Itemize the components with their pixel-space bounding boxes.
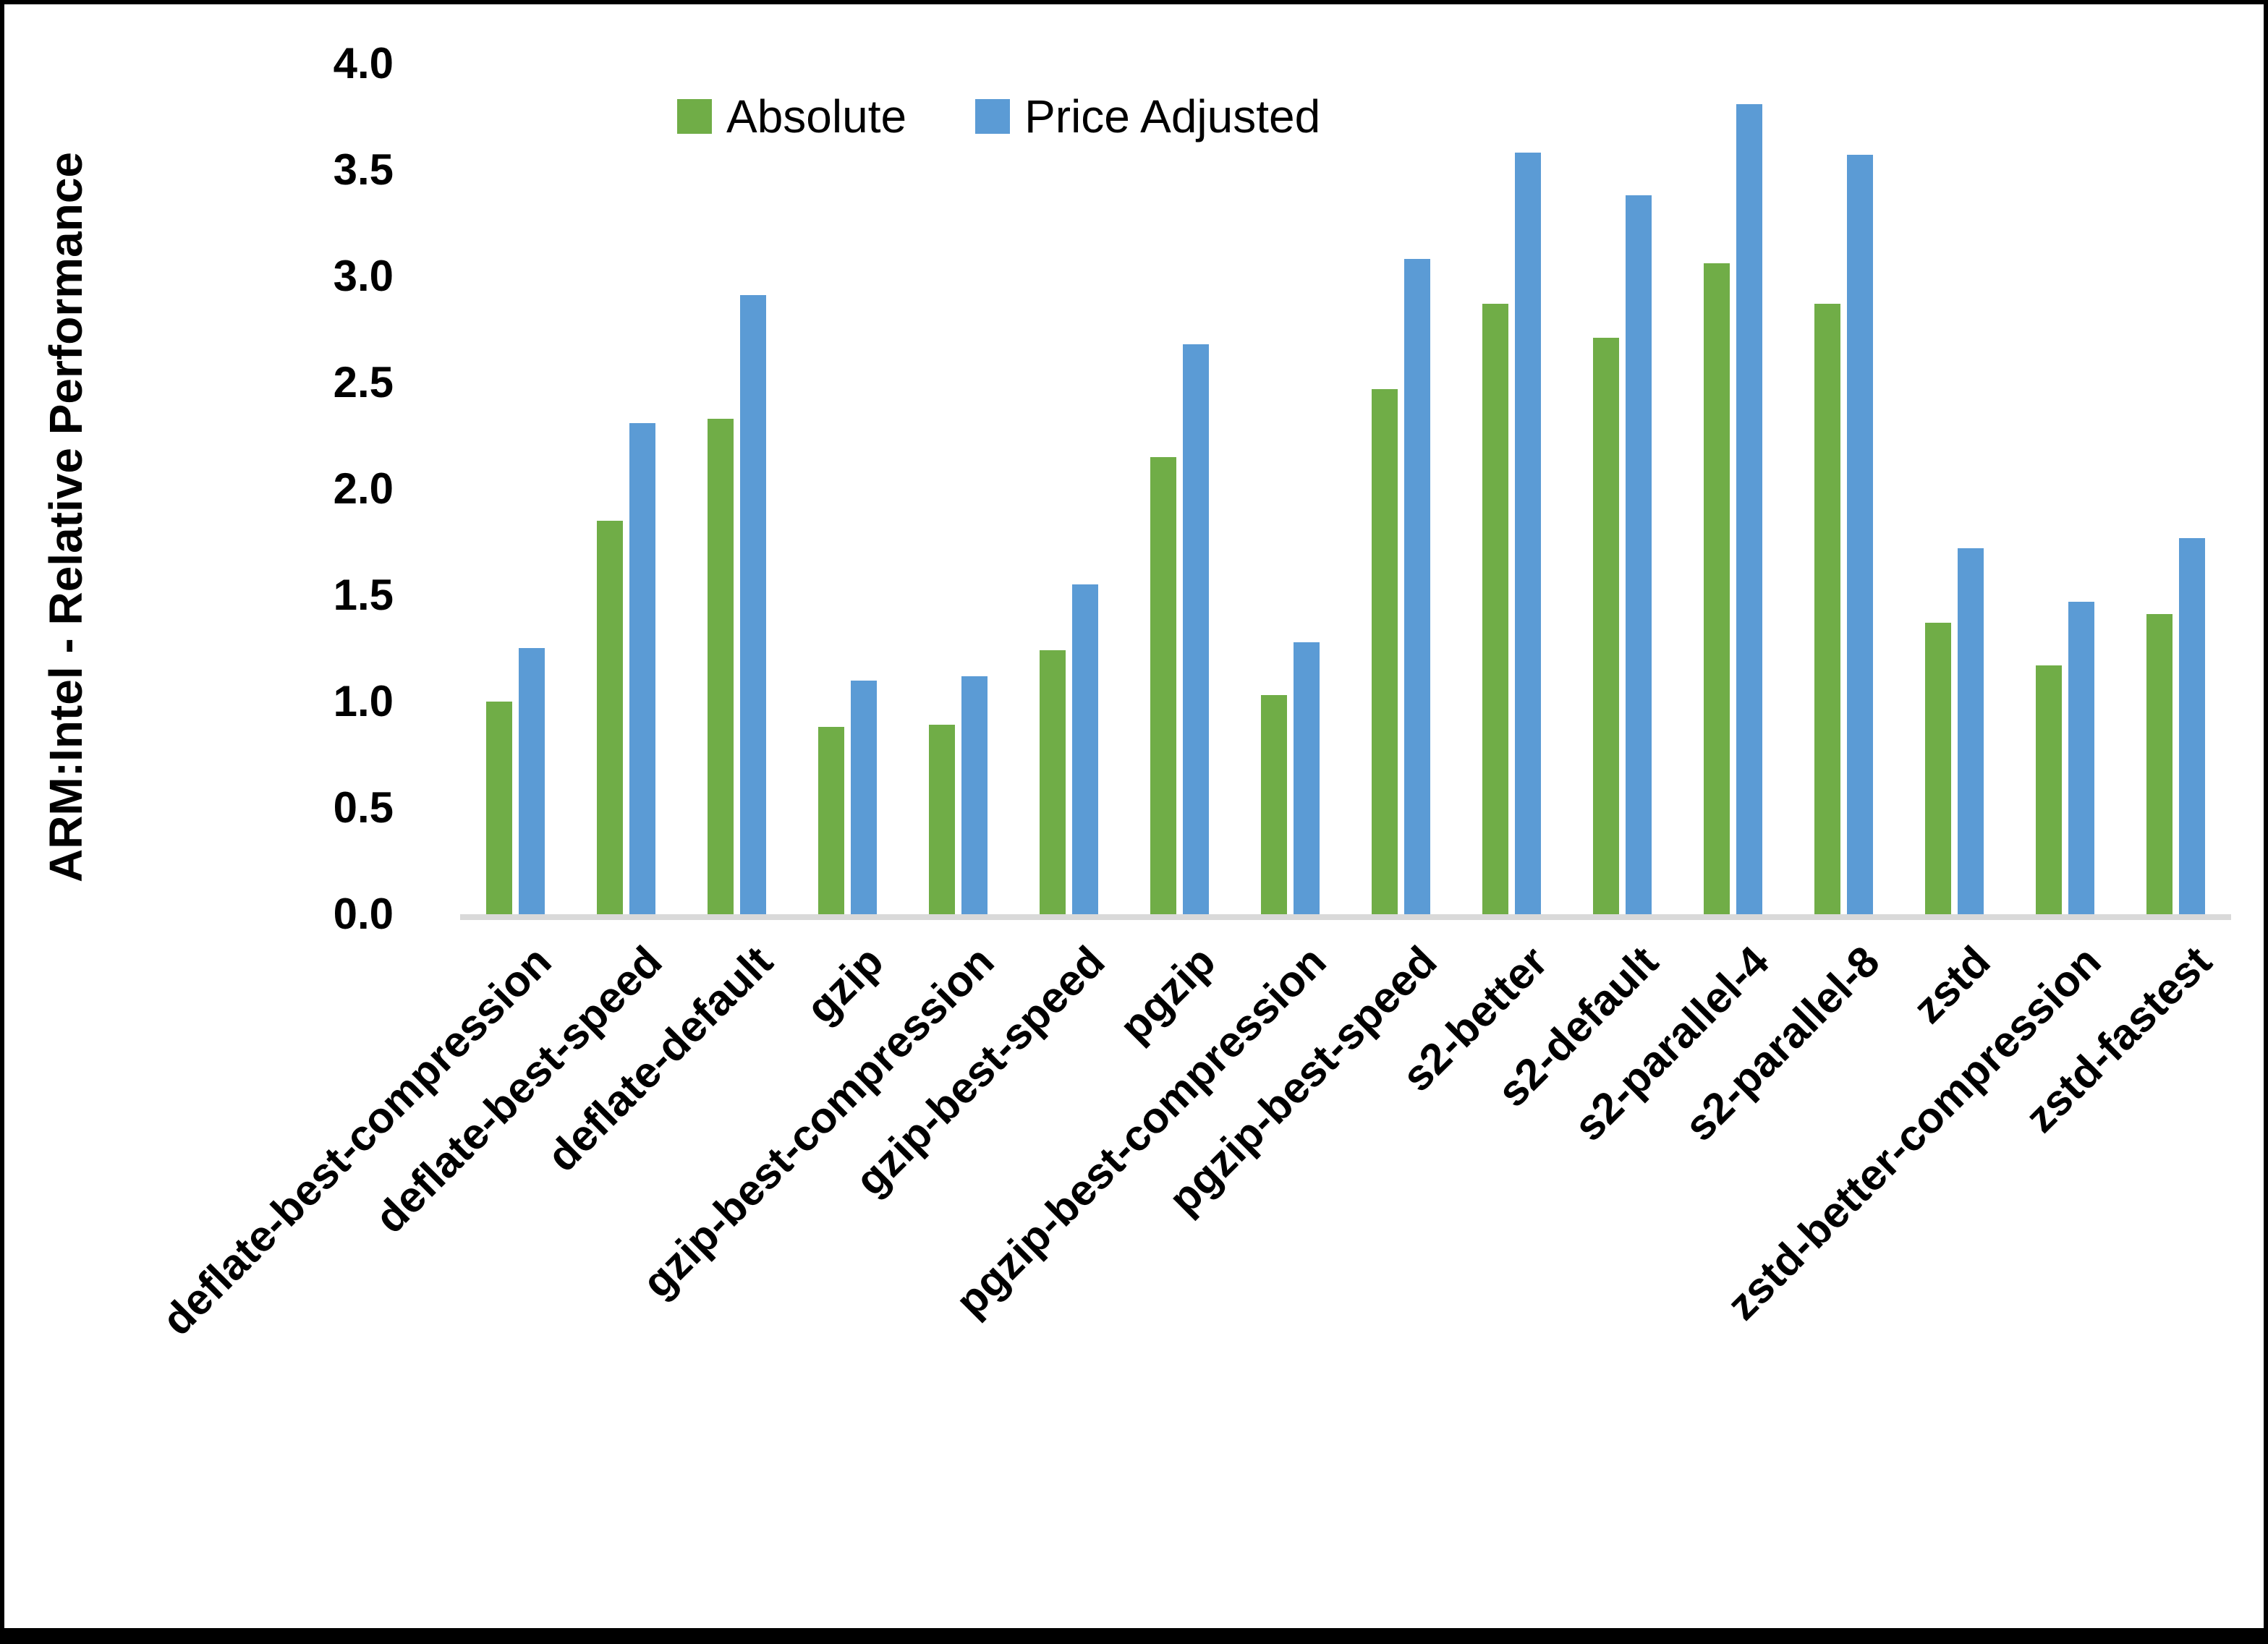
bar-group-gzip <box>792 64 903 914</box>
bar-s2-parallel-4-price-adjusted <box>1736 104 1762 914</box>
bar-group-s2-default <box>1567 64 1678 914</box>
bar-gzip-best-compression-price-adjusted <box>961 676 988 914</box>
bar-group-zstd-fastest <box>2120 64 2231 914</box>
x-axis-label-pgzip-best-compression: pgzip-best-compression <box>946 937 1335 1326</box>
bar-group-deflate-default <box>681 64 792 914</box>
bar-pgzip-best-speed-price-adjusted <box>1404 259 1430 914</box>
bar-deflate-best-compression-price-adjusted <box>519 648 545 914</box>
x-axis-label-gzip: gzip <box>797 937 893 1033</box>
legend-swatch-icon <box>677 99 712 134</box>
legend-label: Price Adjusted <box>1024 90 1321 142</box>
x-axis-label-s2-default: s2-default <box>1487 937 1668 1117</box>
bar-zstd-fastest-price-adjusted <box>2179 538 2205 914</box>
bar-deflate-default-price-adjusted <box>740 295 766 914</box>
x-axis-label-zstd-fastest: zstd-fastest <box>2016 937 2221 1142</box>
bar-pgzip-best-compression-price-adjusted <box>1294 642 1320 914</box>
bar-group-s2-parallel-4 <box>1678 64 1788 914</box>
bar-group-pgzip-best-speed <box>1346 64 1456 914</box>
bar-group-zstd <box>1899 64 2010 914</box>
y-tick-label: 1.0 <box>333 677 394 725</box>
bar-gzip-best-speed-absolute <box>1040 650 1066 914</box>
bar-pgzip-price-adjusted <box>1183 344 1209 914</box>
y-tick-label: 3.5 <box>333 145 394 194</box>
bar-zstd-price-adjusted <box>1958 548 1984 914</box>
x-axis-label-s2-parallel-4: s2-parallel-4 <box>1564 937 1778 1151</box>
legend: Absolute Price Adjusted <box>677 90 1320 143</box>
bar-group-pgzip <box>1124 64 1235 914</box>
y-tick-label: 4.0 <box>333 39 394 88</box>
bar-gzip-absolute <box>818 727 844 914</box>
legend-swatch-icon <box>975 99 1011 134</box>
bar-pgzip-best-compression-absolute <box>1261 695 1287 914</box>
bar-deflate-default-absolute <box>708 419 734 914</box>
x-axis-label-gzip-best-compression: gzip-best-compression <box>632 937 1003 1308</box>
bar-group-gzip-best-speed <box>1014 64 1124 914</box>
bar-deflate-best-speed-absolute <box>597 521 623 914</box>
bar-gzip-price-adjusted <box>851 681 877 914</box>
y-tick-label: 3.0 <box>333 252 394 300</box>
x-axis-label-zstd: zstd <box>1903 937 2000 1033</box>
x-axis-label-s2-parallel-8: s2-parallel-8 <box>1675 937 1889 1151</box>
bar-s2-default-absolute <box>1593 338 1619 914</box>
bar-group-deflate-best-speed <box>571 64 681 914</box>
legend-item-absolute: Absolute <box>677 90 906 143</box>
bar-zstd-better-compression-price-adjusted <box>2068 602 2094 914</box>
bar-s2-better-price-adjusted <box>1515 153 1541 914</box>
legend-label: Absolute <box>726 90 907 142</box>
bar-s2-default-price-adjusted <box>1626 195 1652 914</box>
bar-gzip-best-compression-absolute <box>929 725 955 914</box>
y-tick-label: 2.5 <box>333 358 394 406</box>
bar-pgzip-best-speed-absolute <box>1372 389 1398 914</box>
bar-group-s2-better <box>1456 64 1567 914</box>
y-tick-label: 0.5 <box>333 783 394 832</box>
y-tick-label: 0.0 <box>333 890 394 938</box>
x-axis-line <box>460 914 2231 920</box>
bar-group-zstd-better-compression <box>2010 64 2120 914</box>
bar-zstd-better-compression-absolute <box>2036 665 2062 914</box>
y-axis-title: ARM:Intel - Relative Performance <box>40 151 92 883</box>
bar-s2-parallel-4-absolute <box>1704 263 1730 914</box>
bar-zstd-fastest-absolute <box>2146 614 2173 914</box>
y-tick-label: 1.5 <box>333 571 394 619</box>
x-axis-label-s2-better: s2-better <box>1393 937 1557 1101</box>
x-axis-label-zstd-better-compression: zstd-better-compression <box>1717 937 2110 1329</box>
plot-area <box>460 64 2231 914</box>
bar-s2-parallel-8-price-adjusted <box>1847 155 1873 914</box>
bar-deflate-best-compression-absolute <box>486 702 512 914</box>
x-axis-label-pgzip-best-speed: pgzip-best-speed <box>1159 937 1446 1224</box>
x-axis-label-deflate-best-speed: deflate-best-speed <box>365 937 671 1243</box>
legend-item-price-adjusted: Price Adjusted <box>975 90 1320 143</box>
bar-deflate-best-speed-price-adjusted <box>629 423 655 914</box>
bar-pgzip-absolute <box>1150 457 1176 914</box>
bar-group-deflate-best-compression <box>460 64 571 914</box>
bar-group-pgzip-best-compression <box>1235 64 1346 914</box>
bar-s2-parallel-8-absolute <box>1814 304 1840 914</box>
x-axis-label-gzip-best-speed: gzip-best-speed <box>846 937 1114 1205</box>
x-axis-label-deflate-best-compression: deflate-best-compression <box>152 937 561 1345</box>
bar-gzip-best-speed-price-adjusted <box>1072 584 1098 914</box>
bar-group-s2-parallel-8 <box>1788 64 1899 914</box>
bar-group-gzip-best-compression <box>903 64 1014 914</box>
x-axis-label-pgzip: pgzip <box>1110 937 1225 1052</box>
y-tick-label: 2.0 <box>333 464 394 513</box>
x-axis-label-deflate-default: deflate-default <box>538 937 782 1181</box>
bar-zstd-absolute <box>1925 623 1951 914</box>
bar-s2-better-absolute <box>1482 304 1508 914</box>
